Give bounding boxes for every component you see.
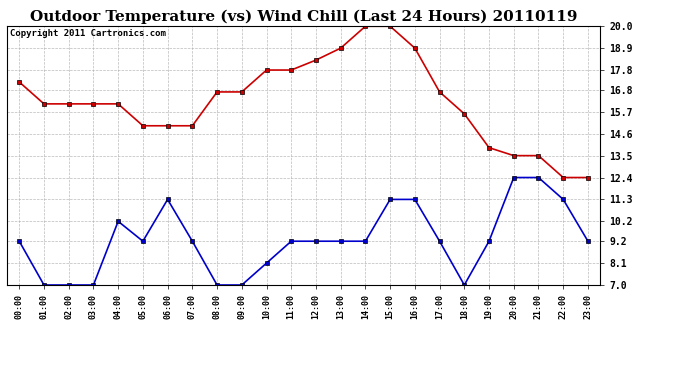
Text: Copyright 2011 Cartronics.com: Copyright 2011 Cartronics.com (10, 29, 166, 38)
Title: Outdoor Temperature (vs) Wind Chill (Last 24 Hours) 20110119: Outdoor Temperature (vs) Wind Chill (Las… (30, 9, 578, 24)
